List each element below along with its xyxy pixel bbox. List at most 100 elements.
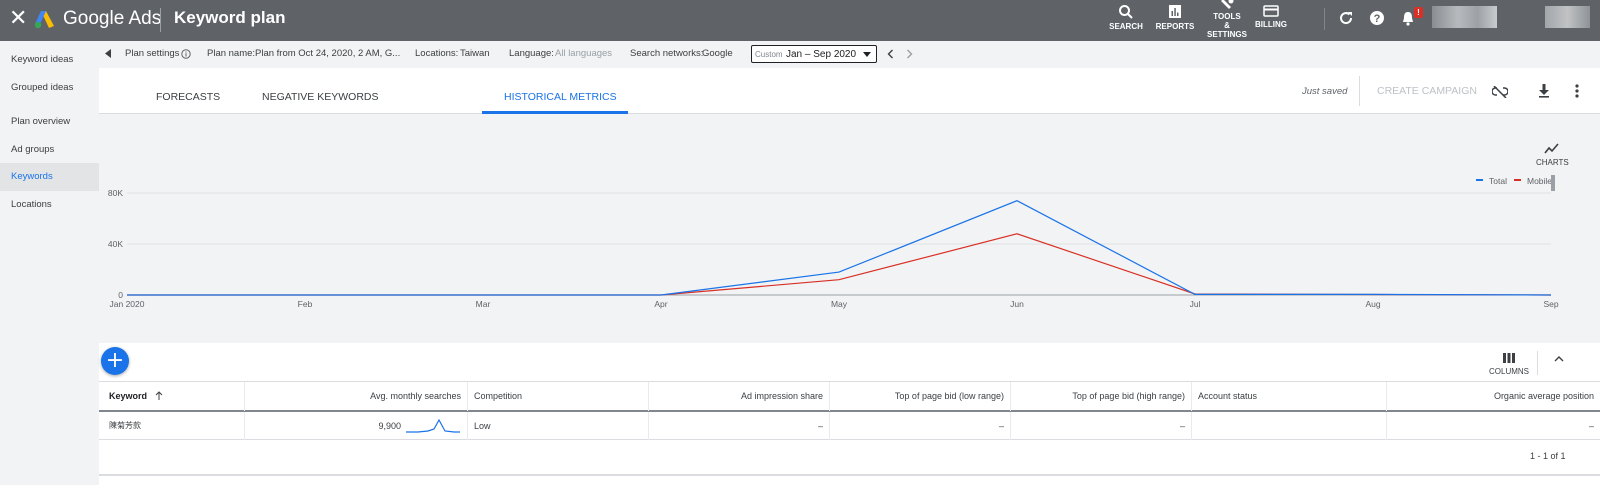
chevron-right-icon[interactable] [906, 49, 913, 59]
y-tick-label: 0 [118, 290, 123, 300]
series-line-mobile [127, 233, 1552, 296]
x-tick-label: Jan 2020 [110, 299, 145, 309]
pagination-text: 1 - 1 of 1 [1530, 451, 1566, 461]
sidebar-item-keywords[interactable]: Keywords [0, 163, 99, 191]
chart-line-icon [1544, 143, 1559, 154]
legend-label-total: Total [1489, 176, 1507, 186]
download-icon[interactable] [1538, 84, 1550, 98]
date-range-value: Jan – Sep 2020 [786, 49, 857, 60]
x-tick-label: Jun [1010, 299, 1024, 309]
sidebar-item-grouped-ideas[interactable]: Grouped ideas [11, 82, 74, 93]
top-bar: ✕ Google Ads Keyword plan SEARCH REPORTS… [0, 0, 1600, 41]
help-icon[interactable]: ? [1369, 10, 1385, 26]
close-icon[interactable]: ✕ [9, 6, 28, 31]
locations-value[interactable]: Taiwan [460, 48, 490, 59]
header-competition[interactable]: Competition [468, 382, 649, 411]
bell-icon[interactable] [1400, 10, 1416, 27]
tools-label-line3: SETTINGS [1206, 30, 1247, 39]
networks-value[interactable]: Google [702, 48, 733, 59]
reports-icon [1169, 5, 1181, 18]
account-avatar-redacted[interactable] [1545, 6, 1590, 28]
trend-sparkline [406, 418, 460, 433]
cell-bid-high: – [1011, 412, 1192, 440]
brand-name: Google Ads [63, 8, 162, 29]
search-button[interactable]: SEARCH [1108, 4, 1144, 31]
sidebar: Keyword ideas Grouped ideas Plan overvie… [0, 41, 99, 485]
more-vert-icon[interactable] [1575, 84, 1579, 98]
sidebar-item-plan-overview[interactable]: Plan overview [11, 116, 71, 127]
header-organic-position[interactable]: Organic average position [1493, 391, 1594, 401]
collapse-left-icon[interactable] [105, 49, 111, 58]
active-tab-indicator [482, 111, 628, 114]
account-info-redacted[interactable] [1432, 6, 1497, 28]
header-ad-impression-share[interactable]: Ad impression share [649, 382, 830, 411]
tab-negative-keywords[interactable]: NEGATIVE KEYWORDS [262, 91, 379, 103]
sort-arrow-up-icon [155, 391, 162, 400]
x-tick-label: Aug [1365, 299, 1380, 309]
columns-button[interactable]: COLUMNS [1489, 353, 1529, 376]
x-tick-label: Apr [654, 299, 667, 309]
tools-settings-button[interactable]: TOOLS & SETTINGS [1206, 0, 1248, 39]
historical-chart-panel: CHARTS 0 40K 80K Jan 2020 Feb Mar Apr May Jun Jul… [99, 115, 1600, 343]
save-status: Just saved [1302, 86, 1348, 97]
columns-button-label: COLUMNS [1489, 367, 1530, 376]
create-campaign-button[interactable]: CREATE CAMPAIGN [1377, 85, 1477, 97]
date-range-picker[interactable]: Custom Jan – Sep 2020 [751, 45, 877, 63]
charts-button[interactable]: CHARTS [1536, 143, 1569, 167]
series-line-total [127, 200, 1552, 296]
cell-avg-searches-value: 9,900 [378, 421, 401, 431]
plan-settings-bar: Plan settings Plan name: Plan from Oct 2… [99, 41, 1600, 67]
table-bottom-border [99, 474, 1600, 476]
link-off-icon[interactable] [1492, 86, 1508, 98]
dropdown-arrow-icon [863, 52, 871, 57]
header-keyword[interactable]: Keyword [99, 382, 245, 411]
plan-settings-label[interactable]: Plan settings [125, 48, 180, 59]
sidebar-item-ad-groups[interactable]: Ad groups [11, 144, 55, 155]
x-tick-label: Sep [1543, 299, 1558, 309]
table-header: Keyword Avg. monthly searches Competitio… [99, 381, 1600, 412]
svg-text:?: ? [1374, 13, 1381, 25]
header-bid-low[interactable]: Top of page bid (low range) [830, 382, 1011, 411]
legend-scrollbar [1551, 175, 1555, 191]
legend-label-mobile: Mobile [1527, 176, 1552, 186]
info-icon[interactable] [181, 49, 191, 59]
billing-button[interactable]: BILLING [1252, 4, 1290, 29]
search-icon [1119, 5, 1133, 19]
x-tick-label: May [831, 299, 848, 309]
networks-label: Search networks: [630, 48, 704, 59]
cell-bid-low: – [830, 412, 1011, 440]
legend-swatch-mobile [1514, 179, 1521, 181]
columns-divider [1537, 351, 1538, 375]
language-value[interactable]: All languages [555, 48, 613, 59]
plan-name-value[interactable]: Plan from Oct 24, 2020, 2 AM, G... [255, 48, 401, 59]
tools-label-line1: TOOLS [1213, 12, 1241, 21]
cell-keyword[interactable]: 陳菊芳款 [99, 412, 245, 440]
keyword-table-card: + COLUMNS Keyword Avg. monthly searches … [99, 343, 1600, 485]
y-tick-label: 40K [108, 239, 123, 249]
add-keyword-button[interactable]: + [101, 347, 129, 375]
header-avg-monthly-searches[interactable]: Avg. monthly searches [245, 382, 468, 411]
charts-button-label: CHARTS [1536, 158, 1569, 167]
header-account-status[interactable]: Account status [1192, 382, 1387, 411]
refresh-icon[interactable] [1338, 10, 1354, 26]
sidebar-item-locations[interactable]: Locations [11, 199, 52, 210]
chevron-left-icon[interactable] [887, 49, 894, 59]
header-bid-high[interactable]: Top of page bid (high range) [1011, 382, 1192, 411]
google-ads-logo [34, 11, 54, 29]
y-tick-label: 80K [108, 188, 123, 198]
billing-card-icon [1263, 5, 1279, 17]
date-custom-label: Custom [755, 50, 783, 59]
legend-swatch-total [1476, 179, 1483, 181]
line-chart: 0 40K 80K Jan 2020 Feb Mar Apr May Jun Jul Aug Sep T… [108, 175, 1559, 309]
tab-historical-metrics[interactable]: HISTORICAL METRICS [504, 91, 617, 103]
reports-button[interactable]: REPORTS [1155, 4, 1195, 31]
cell-impression-share: – [649, 412, 830, 440]
reports-button-label: REPORTS [1155, 22, 1195, 31]
chevron-up-icon[interactable] [1554, 355, 1564, 362]
x-tick-label: Feb [298, 299, 313, 309]
columns-icon [1503, 353, 1515, 363]
table-row[interactable]: 陳菊芳款 9,900 Low – – – – [99, 412, 1600, 440]
sidebar-item-keyword-ideas[interactable]: Keyword ideas [11, 54, 74, 65]
language-label: Language: [509, 48, 554, 59]
tab-forecasts[interactable]: FORECASTS [156, 91, 221, 103]
